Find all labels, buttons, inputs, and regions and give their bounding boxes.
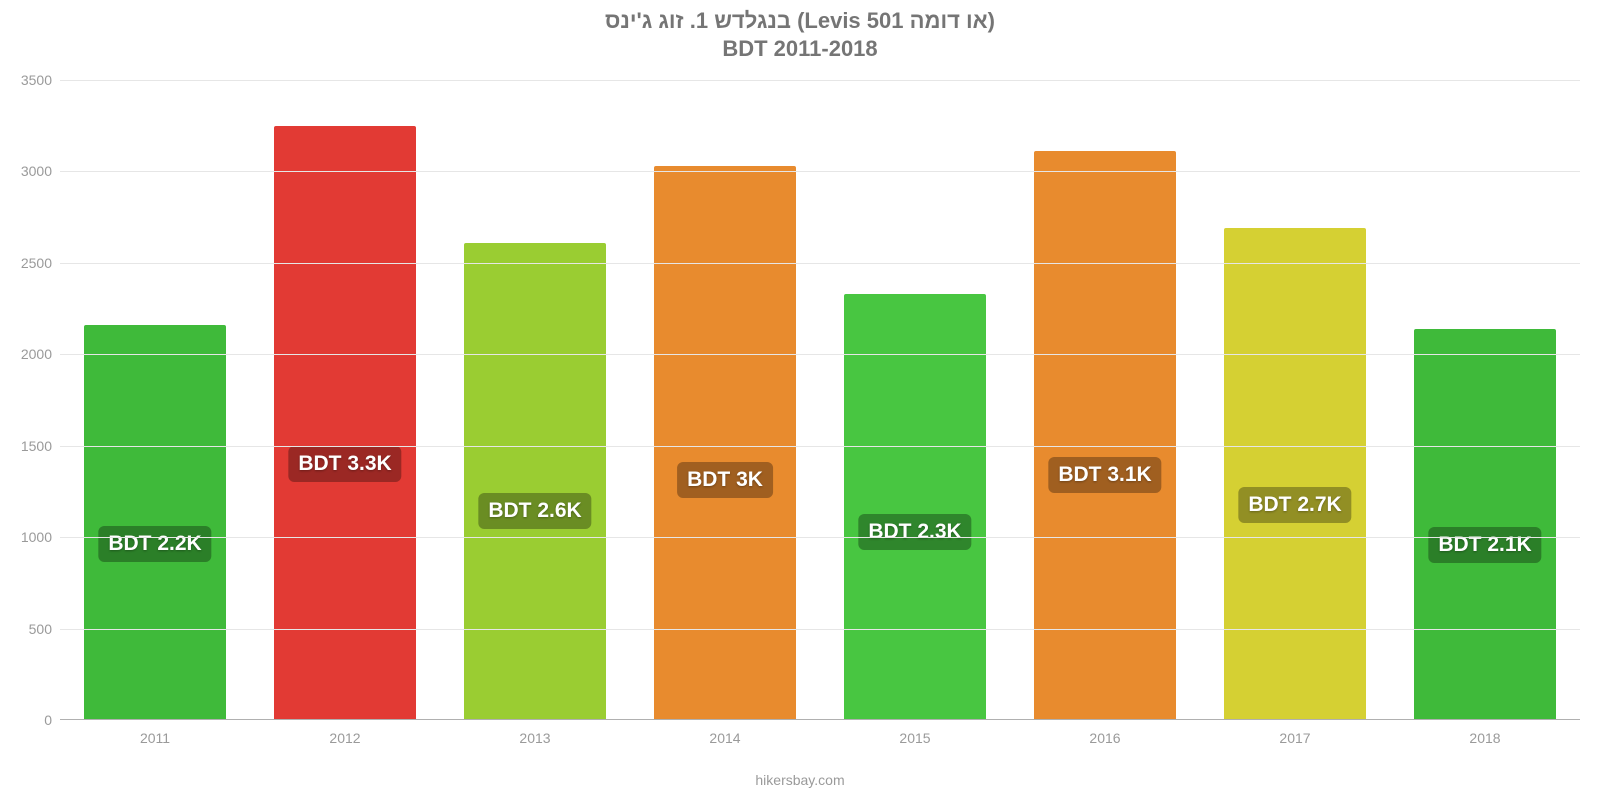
chart-title: בנגלדש 1. זוג ג'ינס (Levis 501 או דומה) — [0, 0, 1600, 34]
x-axis-baseline — [60, 719, 1580, 720]
value-badge: BDT 2.3K — [858, 514, 971, 550]
bar: BDT 2.7K — [1224, 228, 1367, 720]
grid-line — [60, 446, 1580, 447]
x-axis-labels: 20112012201320142015201620172018 — [60, 730, 1580, 746]
plot-area: BDT 2.2K BDT 3.3K BDT 2.6K BDT 3K BDT 2.3K BD… — [60, 80, 1580, 720]
y-tick-label: 0 — [44, 712, 60, 728]
bar-slot: BDT 3.1K — [1010, 80, 1200, 720]
y-tick-label: 1500 — [21, 438, 60, 454]
grid-line — [60, 629, 1580, 630]
bar-slot: BDT 3.3K — [250, 80, 440, 720]
value-badge: BDT 3.1K — [1048, 457, 1161, 493]
bar-slot: BDT 2.1K — [1390, 80, 1580, 720]
bar: BDT 2.1K — [1414, 329, 1557, 720]
y-tick-label: 3000 — [21, 163, 60, 179]
y-tick-label: 1000 — [21, 529, 60, 545]
bar: BDT 2.3K — [844, 294, 987, 720]
bar: BDT 3K — [654, 166, 797, 720]
x-tick-label: 2018 — [1390, 730, 1580, 746]
x-tick-label: 2015 — [820, 730, 1010, 746]
footer-credit: hikersbay.com — [755, 772, 844, 788]
y-tick-label: 500 — [29, 621, 60, 637]
x-tick-label: 2017 — [1200, 730, 1390, 746]
bar: BDT 2.6K — [464, 243, 607, 720]
grid-line — [60, 263, 1580, 264]
bar-slot: BDT 3K — [630, 80, 820, 720]
bar-slot: BDT 2.3K — [820, 80, 1010, 720]
bar-slot: BDT 2.7K — [1200, 80, 1390, 720]
value-badge: BDT 3K — [677, 462, 773, 498]
y-tick-label: 2500 — [21, 255, 60, 271]
chart-subtitle: BDT 2011-2018 — [0, 36, 1600, 62]
x-tick-label: 2011 — [60, 730, 250, 746]
value-badge: BDT 2.6K — [478, 493, 591, 529]
bar-slot: BDT 2.2K — [60, 80, 250, 720]
bar: BDT 3.1K — [1034, 151, 1177, 720]
bar: BDT 2.2K — [84, 325, 227, 720]
bar: BDT 3.3K — [274, 126, 417, 720]
grid-line — [60, 354, 1580, 355]
x-tick-label: 2014 — [630, 730, 820, 746]
grid-line — [60, 80, 1580, 81]
value-badge: BDT 2.2K — [98, 526, 211, 562]
grid-line — [60, 171, 1580, 172]
value-badge: BDT 2.1K — [1428, 527, 1541, 563]
bar-slot: BDT 2.6K — [440, 80, 630, 720]
grid-line — [60, 537, 1580, 538]
value-badge: BDT 3.3K — [288, 446, 401, 482]
x-tick-label: 2016 — [1010, 730, 1200, 746]
bars-row: BDT 2.2K BDT 3.3K BDT 2.6K BDT 3K BDT 2.3K BD… — [60, 80, 1580, 720]
x-tick-label: 2013 — [440, 730, 630, 746]
x-tick-label: 2012 — [250, 730, 440, 746]
value-badge: BDT 2.7K — [1238, 487, 1351, 523]
y-tick-label: 2000 — [21, 346, 60, 362]
y-tick-label: 3500 — [21, 72, 60, 88]
